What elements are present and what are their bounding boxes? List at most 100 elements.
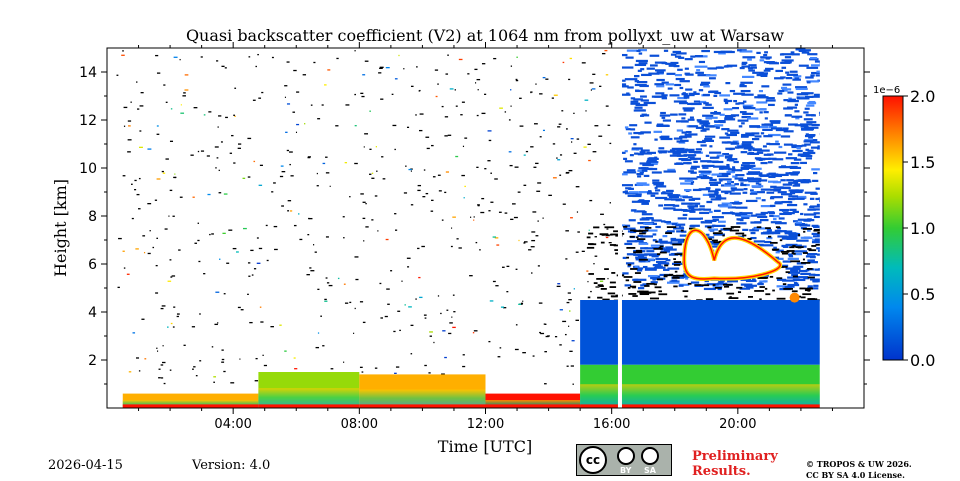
noise-speckle: [569, 57, 573, 60]
cirrus-streak: [665, 83, 674, 86]
cirrus-streak: [646, 159, 657, 163]
cirrus-streak: [760, 205, 774, 208]
dark-speckle: [646, 282, 655, 285]
noise-speckle: [573, 112, 575, 115]
cirrus-streak: [640, 95, 647, 98]
noise-speckle: [158, 377, 161, 379]
noise-speckle: [122, 175, 126, 177]
cirrus-streak: [718, 172, 731, 176]
cirrus-streak: [684, 188, 692, 192]
noise-speckle: [561, 110, 564, 112]
cirrus-streak: [747, 171, 761, 174]
noise-speckle: [329, 185, 331, 188]
cirrus-streak: [733, 92, 745, 95]
cirrus-streak: [760, 56, 772, 59]
cirrus-streak: [742, 162, 755, 165]
cirrus-streak: [641, 202, 649, 205]
cirrus-streak: [782, 183, 793, 186]
cirrus-streak: [725, 82, 731, 85]
dark-speckle: [783, 287, 793, 290]
cirrus-streak: [756, 125, 769, 129]
dark-speckle: [747, 237, 752, 240]
cirrus-streak: [705, 233, 710, 236]
dark-speckle: [605, 234, 610, 237]
noise-speckle: [374, 195, 378, 197]
cirrus-streak: [730, 142, 740, 145]
x-tick-label: 20:00: [719, 417, 756, 432]
noise-speckle: [173, 56, 178, 58]
cirrus-streak: [717, 220, 726, 223]
noise-speckle: [165, 101, 168, 103]
cirrus-streak: [659, 114, 671, 117]
noise-speckle: [449, 322, 453, 324]
cirrus-streak: [650, 253, 660, 257]
cirrus-streak: [789, 208, 797, 211]
cirrus-streak: [650, 244, 664, 247]
cirrus-streak: [675, 120, 687, 123]
cirrus-streak: [745, 199, 758, 203]
noise-speckle: [575, 186, 580, 188]
cirrus-streak: [751, 278, 756, 281]
cirrus-streak: [777, 235, 788, 238]
noise-speckle: [310, 104, 313, 106]
cirrus-streak: [635, 256, 647, 259]
noise-speckle: [489, 300, 494, 302]
cirrus-streak: [671, 279, 678, 282]
cirrus-streak: [795, 48, 806, 51]
cirrus-streak: [781, 209, 789, 212]
noise-speckle: [279, 175, 284, 178]
noise-speckle: [192, 368, 194, 370]
cirrus-streak: [661, 116, 666, 119]
cirrus-streak: [696, 176, 702, 179]
dark-speckle: [632, 295, 638, 297]
cirrus-streak: [709, 183, 719, 186]
noise-speckle: [598, 135, 603, 137]
cirrus-streak: [813, 171, 818, 175]
dark-speckle: [718, 240, 722, 243]
cirrus-streak: [685, 277, 689, 280]
dark-speckle: [800, 296, 806, 299]
cirrus-streak: [765, 99, 776, 102]
noise-speckle: [131, 217, 134, 220]
cirrus-streak: [708, 228, 719, 231]
cirrus-streak: [806, 134, 816, 137]
noise-speckle: [539, 331, 542, 334]
cirrus-streak: [748, 180, 762, 183]
cirrus-streak: [656, 85, 665, 88]
cirrus-streak: [720, 279, 725, 282]
cirrus-streak: [670, 242, 683, 245]
cirrus-streak: [745, 279, 757, 283]
dark-speckle: [802, 293, 812, 296]
aerosol-layer: [580, 300, 820, 365]
cirrus-streak: [747, 58, 752, 61]
noise-speckle: [369, 110, 371, 112]
noise-speckle: [265, 224, 268, 227]
cirrus-streak: [654, 186, 658, 189]
cirrus-streak: [810, 146, 820, 149]
noise-speckle: [228, 229, 233, 231]
cirrus-streak: [778, 89, 785, 93]
cirrus-streak: [741, 143, 752, 146]
cirrus-streak: [773, 186, 784, 189]
dark-speckle: [638, 258, 648, 261]
noise-speckle: [572, 383, 574, 385]
cirrus-streak: [745, 183, 750, 187]
cirrus-streak: [724, 132, 729, 135]
noise-speckle: [222, 232, 226, 235]
noise-speckle: [284, 96, 286, 98]
noise-speckle: [214, 323, 218, 326]
noise-speckle: [495, 285, 499, 287]
noise-speckle: [522, 352, 526, 354]
noise-speckle: [568, 299, 572, 301]
dark-speckle: [664, 264, 669, 267]
cirrus-streak: [689, 210, 696, 213]
cirrus-streak: [787, 197, 795, 201]
noise-speckle: [452, 326, 456, 329]
noise-speckle: [138, 208, 141, 210]
cirrus-streak: [702, 166, 709, 169]
cirrus-streak: [671, 195, 678, 199]
cirrus-streak: [779, 53, 785, 56]
cirrus-streak: [621, 66, 634, 69]
dark-speckle: [694, 284, 702, 286]
noise-speckle: [213, 381, 215, 383]
